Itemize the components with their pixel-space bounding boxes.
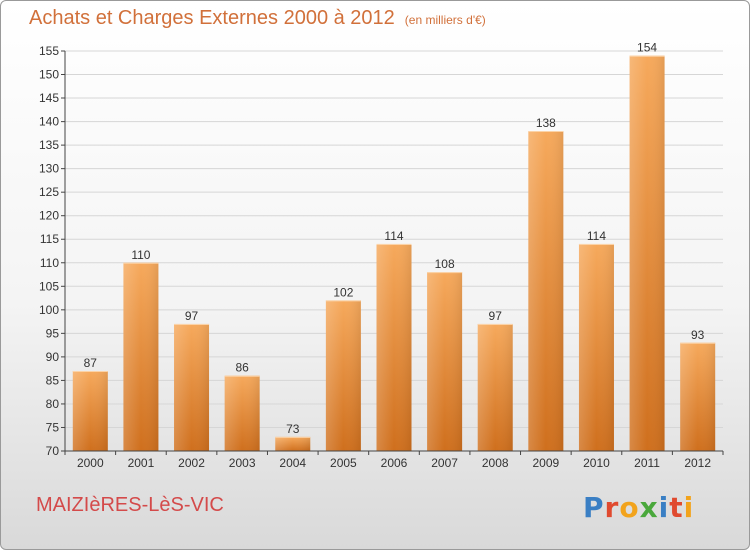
bar-shine	[72, 371, 108, 451]
bar-shine	[123, 262, 159, 451]
data-label: 93	[691, 328, 705, 342]
data-label: 154	[637, 41, 657, 55]
x-tick-label: 2010	[583, 456, 610, 470]
logo-letter: P	[583, 491, 605, 524]
data-label: 73	[286, 422, 300, 436]
x-tick-label: 2005	[330, 456, 357, 470]
bar-shine	[275, 436, 311, 451]
data-label: 110	[131, 248, 150, 262]
y-tick-label: 135	[39, 138, 59, 152]
x-tick-label: 2006	[381, 456, 408, 470]
x-tick-label: 2008	[482, 456, 509, 470]
y-tick-label: 105	[39, 279, 59, 293]
data-label: 114	[384, 229, 403, 243]
bar-shine	[528, 131, 564, 451]
x-tick-label: 2009	[532, 456, 559, 470]
x-tick-label: 2002	[178, 456, 205, 470]
bar-shine	[629, 55, 665, 452]
x-tick-label: 2003	[229, 456, 256, 470]
bar-shine	[680, 342, 716, 451]
y-tick-label: 85	[46, 373, 60, 387]
logo-letter: i	[683, 491, 695, 524]
y-tick-label: 140	[39, 115, 59, 129]
y-tick-label: 80	[46, 397, 60, 411]
y-tick-label: 145	[39, 91, 59, 105]
y-tick-label: 70	[46, 444, 60, 458]
bar-shine	[427, 272, 463, 451]
y-tick-label: 120	[39, 209, 59, 223]
chart-unit: (en milliers d'€)	[404, 13, 486, 27]
y-tick-label: 130	[39, 162, 59, 176]
y-tick-label: 155	[39, 44, 59, 58]
x-tick-label: 2012	[684, 456, 711, 470]
y-tick-label: 110	[40, 256, 59, 270]
bar-shine	[477, 323, 513, 451]
logo-letter: r	[604, 491, 620, 524]
data-label: 102	[333, 285, 353, 299]
x-tick-label: 2001	[128, 456, 155, 470]
x-tick-label: 2000	[77, 456, 104, 470]
y-tick-label: 100	[39, 303, 59, 317]
data-label: 108	[435, 257, 455, 271]
data-label: 97	[489, 309, 503, 323]
bar-shine	[224, 375, 260, 451]
axes: 70 75 80 85 90 95 100 105 110 115 120 125 130 135 140 1…	[39, 44, 724, 470]
data-label: 138	[536, 116, 556, 130]
logo-letter: x	[639, 491, 659, 524]
y-tick-label: 150	[39, 68, 59, 82]
data-label: 86	[235, 361, 249, 375]
y-tick-label: 75	[46, 420, 60, 434]
commune-name: MAIZIèRES-LèS-VIC	[36, 494, 224, 516]
y-tick-label: 115	[40, 232, 59, 246]
x-tick-label: 2011	[634, 456, 660, 470]
bar-shine	[376, 243, 412, 451]
bar-shine	[578, 243, 614, 451]
bars: 87 110 97 86 73 102 114 108 97 138 114 154 93	[72, 41, 716, 452]
data-label: 114	[587, 229, 606, 243]
logo-letter: i	[658, 491, 670, 524]
y-tick-label: 95	[46, 326, 60, 340]
x-tick-label: 2007	[431, 456, 458, 470]
data-label: 97	[185, 309, 199, 323]
logo-letter: t	[669, 491, 684, 524]
chart-title-text: Achats et Charges Externes 2000 à 2012	[29, 7, 395, 29]
logo-letter: o	[619, 491, 640, 524]
bar-shine	[174, 323, 210, 451]
chart-title: Achats et Charges Externes 2000 à 2012 (e…	[29, 7, 486, 30]
proxiti-logo: Proxiti	[583, 491, 694, 524]
y-tick-label: 90	[46, 350, 60, 364]
bar-shine	[325, 300, 361, 451]
x-tick-label: 2004	[279, 456, 306, 470]
y-tick-label: 125	[39, 185, 59, 199]
data-label: 87	[84, 356, 98, 370]
